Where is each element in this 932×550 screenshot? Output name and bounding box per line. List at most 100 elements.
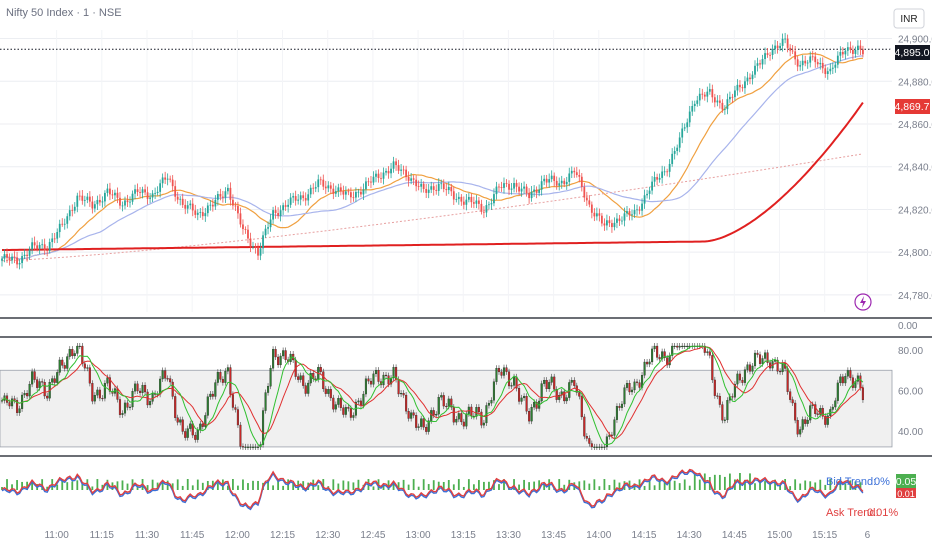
candle-body (319, 179, 322, 181)
rsi-candle-body (339, 398, 342, 408)
trend-bar (166, 480, 169, 490)
candle-body (749, 77, 751, 80)
candle-body (297, 199, 300, 201)
rsi-candle-body (683, 345, 686, 348)
trend-bar (382, 483, 385, 490)
candle-body (736, 84, 739, 91)
candle-body (834, 64, 837, 68)
candle-body (854, 49, 857, 54)
rsi-candle-body (804, 419, 807, 424)
candle-body (510, 188, 513, 190)
rsi-candle-body (543, 380, 546, 384)
currency-badge[interactable] (893, 8, 925, 29)
lightning-icon[interactable] (854, 293, 872, 311)
candle-body (698, 93, 701, 101)
trend-bar (272, 485, 274, 490)
trend-bar (191, 485, 194, 490)
rsi-candle-body (480, 411, 483, 426)
rsi-candle-body (482, 422, 485, 426)
rsi-candle-body (61, 359, 64, 366)
trend-bar (819, 479, 822, 490)
rsi-candle-body (194, 434, 197, 440)
candle-body (372, 176, 375, 183)
rsi-candle-body (407, 411, 410, 419)
candle-body (661, 171, 664, 178)
chart-title: Nifty 50 Index · 1 · NSE (6, 7, 122, 19)
rsi-candle-body (763, 352, 767, 359)
price-tick-label: 24,780.00 (898, 291, 932, 302)
rsi-candle-body (282, 350, 285, 357)
candle-body (432, 186, 435, 190)
candle-body (829, 68, 832, 72)
rsi-candle-body (297, 376, 300, 380)
candle-body (583, 186, 586, 198)
rsi-candle-body (128, 406, 132, 408)
rsi-candle-body (131, 391, 134, 408)
rsi-candle-body (136, 383, 139, 392)
candle-body (505, 183, 508, 184)
trend-bar (523, 479, 525, 490)
rsi-candle-body (455, 418, 458, 423)
candle-body (232, 199, 234, 206)
candle-body (109, 188, 111, 195)
trend-bar (809, 481, 812, 490)
candle-body (61, 223, 64, 225)
rsi-candle-body (623, 387, 626, 405)
rsi-candle-body (555, 389, 558, 400)
rsi-candle-body (831, 406, 834, 410)
candle-body (472, 202, 475, 204)
rsi-candle-body (686, 345, 689, 348)
trend-bar (653, 485, 656, 490)
rsi-candle-body (799, 429, 802, 435)
trend-bar (483, 481, 485, 490)
candle-body (219, 194, 222, 197)
trend-bar (66, 482, 69, 490)
candle-body (819, 62, 822, 65)
candle-body (716, 100, 719, 103)
rsi-candle-body (435, 413, 438, 416)
rsi-candle-body (738, 373, 741, 381)
candle-body (171, 179, 174, 187)
candle-body (814, 56, 817, 63)
trend-bar (136, 486, 139, 490)
rsi-candle-body (796, 420, 799, 435)
candle-body (538, 189, 541, 193)
candle-body (91, 201, 94, 209)
candle-body (668, 163, 671, 172)
rsi-candle-body (635, 381, 639, 383)
trend-bar (764, 481, 766, 490)
candle-body (688, 111, 691, 123)
rsi-candle-body (530, 407, 533, 422)
rsi-candle-body (651, 348, 654, 363)
candle-body (606, 220, 608, 226)
ma-price-label: 24,869.78 (889, 101, 932, 113)
rsi-candle-body (88, 367, 91, 384)
candle-body (342, 191, 345, 195)
rsi-candle-body (410, 412, 413, 419)
rsi-candle-body (756, 352, 759, 355)
candle-body (327, 185, 330, 189)
candle-body (821, 62, 824, 69)
rsi-candle-body (78, 345, 81, 348)
candle-body (455, 199, 458, 200)
candle-body (811, 56, 814, 58)
candle-body (523, 186, 525, 189)
rsi-candle-body (791, 399, 794, 404)
rsi-signal-line (1, 345, 864, 448)
candle-body (513, 183, 515, 189)
time-tick-label: 12:15 (270, 530, 295, 541)
candle-body (287, 204, 290, 207)
rsi-candle-body (405, 394, 408, 412)
rsi-candle-body (108, 377, 111, 392)
candle-body (826, 71, 829, 75)
rsi-candle-body (618, 406, 621, 408)
candle-body (247, 229, 249, 239)
candle-body (726, 99, 729, 110)
rsi-candle-body (81, 345, 84, 364)
candle-body (81, 195, 84, 201)
rsi-candle-body (144, 385, 147, 393)
rsi-candle-body (204, 415, 207, 427)
candle-body (3, 254, 6, 259)
candle-body (520, 188, 523, 192)
